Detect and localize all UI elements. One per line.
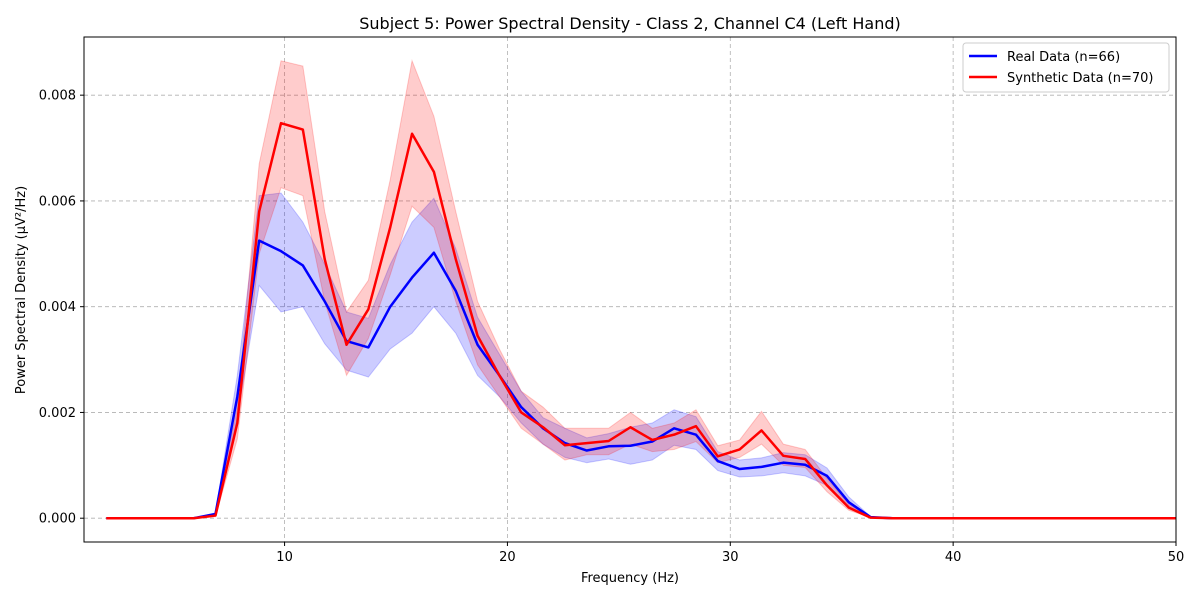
y-tick-label: 0.004	[39, 300, 76, 315]
plot-frame	[83, 36, 1177, 543]
legend: Real Data (n=66) Synthetic Data (n=70)	[962, 42, 1170, 93]
legend-box	[962, 42, 1170, 93]
synthetic-data-band	[106, 58, 1176, 519]
x-tick-label: 40	[945, 550, 962, 565]
real-data-band	[106, 192, 1176, 519]
synthetic-data-line	[106, 121, 1176, 520]
y-tick-label: 0.000	[39, 512, 76, 527]
x-tick-label: 30	[722, 550, 739, 565]
x-tick-label: 50	[1168, 550, 1185, 565]
legend-label-synthetic: Synthetic Data (n=70)	[1007, 71, 1154, 86]
x-axis-ticks: 10 20 30 40 50	[276, 542, 1184, 565]
series-lines	[106, 121, 1176, 520]
y-axis-label: Power Spectral Density (µV²/Hz)	[14, 186, 29, 394]
chart-title: Subject 5: Power Spectral Density - Clas…	[359, 14, 900, 33]
x-tick-label: 20	[499, 550, 516, 565]
y-tick-label: 0.008	[39, 89, 76, 104]
y-tick-label: 0.002	[39, 406, 76, 421]
x-tick-label: 10	[276, 550, 293, 565]
y-axis-ticks: 0.000 0.002 0.004 0.006 0.008	[39, 89, 84, 527]
y-tick-label: 0.006	[39, 194, 76, 209]
confidence-bands	[106, 58, 1176, 519]
legend-label-real: Real Data (n=66)	[1007, 50, 1120, 65]
x-axis-label: Frequency (Hz)	[581, 571, 679, 586]
